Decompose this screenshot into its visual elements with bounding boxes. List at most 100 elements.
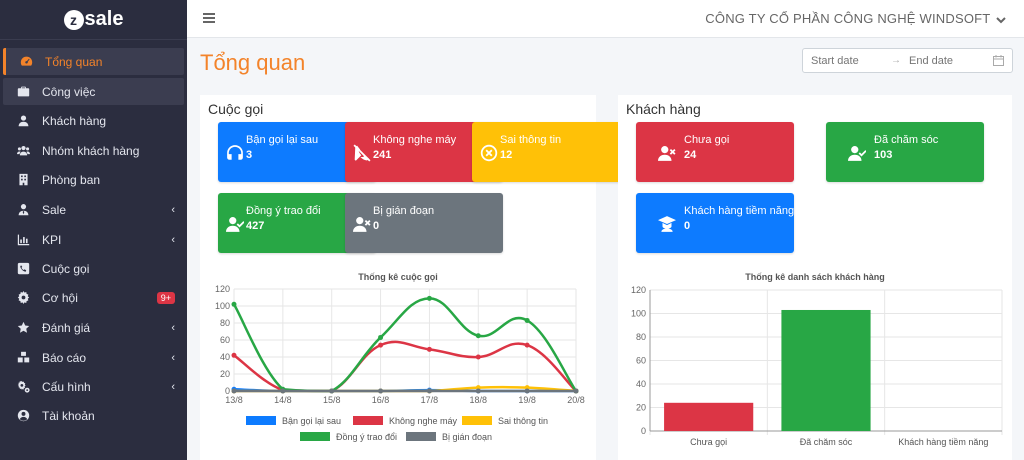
date-range-picker: → — [802, 48, 1013, 73]
chart-icon — [16, 233, 30, 247]
y-tick-label: 0 — [641, 426, 646, 436]
customers-panel: Khách hàng Chưa gọi 24 Đã chăm sóc 103 Khách… — [618, 95, 1012, 460]
phone-icon — [16, 262, 30, 276]
sidebar-item-3[interactable]: Nhóm khách hàng — [0, 137, 187, 164]
data-point[interactable] — [378, 334, 384, 340]
user-check-icon — [848, 144, 867, 162]
legend-label[interactable]: Đồng ý trao đổi — [336, 432, 397, 442]
legend-label[interactable]: Bận gọi lại sau — [282, 416, 341, 426]
sidebar-item-2[interactable]: Khách hàng — [0, 107, 187, 134]
data-point[interactable] — [426, 346, 432, 352]
sidebar-item-6[interactable]: KPI ‹ — [0, 226, 187, 253]
legend-label[interactable]: Bị gián đoạn — [442, 432, 492, 442]
legend-swatch[interactable] — [246, 416, 276, 425]
tile-label: Chưa gọi — [684, 134, 730, 146]
data-point[interactable] — [426, 388, 432, 394]
x-tick-label: Chưa gọi — [690, 437, 727, 447]
sidebar-item-8[interactable]: Cơ hội 9+ — [0, 284, 187, 311]
calls-chart-title: Thống kê cuộc gọi — [358, 272, 438, 282]
customers-panel-title: Khách hàng — [626, 101, 701, 117]
x-tick-label: 15/8 — [323, 395, 341, 405]
calls-line-chart: 0 20 40 60 80 100 120 13/8 14/8 15/8 16/8 17/8 18/8 1… — [215, 284, 585, 442]
tile-label: Đồng ý trao đổi — [246, 205, 321, 217]
sidebar-item-0[interactable]: Tổng quan — [3, 48, 184, 75]
notification-badge: 9+ — [156, 291, 175, 304]
bar[interactable] — [781, 309, 871, 431]
sidebar-item-label: Đánh giá — [42, 320, 91, 335]
legend-label[interactable]: Không nghe máy — [389, 416, 458, 426]
customers-tile-2[interactable]: Khách hàng tiềm năng 0 — [636, 193, 794, 253]
sidebar-item-12[interactable]: Tài khoản — [0, 402, 187, 429]
legend-swatch[interactable] — [353, 416, 383, 425]
data-point[interactable] — [280, 388, 286, 394]
data-point[interactable] — [329, 388, 335, 394]
tile-value: 241 — [373, 149, 392, 161]
date-range-arrow: → — [891, 55, 901, 66]
data-point[interactable] — [475, 354, 481, 360]
chevron-down-icon — [996, 16, 1006, 23]
chevron-left-icon: ‹ — [171, 351, 175, 364]
building-icon — [16, 173, 30, 187]
y-tick-label: 120 — [215, 284, 230, 294]
sidebar-item-label: Báo cáo — [42, 350, 87, 365]
data-point[interactable] — [475, 333, 481, 339]
user-icon — [16, 114, 30, 128]
tile-label: Không nghe máy — [373, 134, 457, 146]
data-point[interactable] — [524, 342, 530, 348]
y-tick-label: 60 — [636, 356, 646, 366]
data-point[interactable] — [426, 295, 432, 301]
start-date-input[interactable] — [811, 54, 891, 67]
data-point[interactable] — [475, 388, 481, 394]
calls-tile-2[interactable]: Sai thông tin 12 — [472, 122, 630, 182]
sidebar-item-1[interactable]: Công việc — [3, 78, 184, 105]
phone-slash-icon — [353, 144, 371, 162]
calls-panel: Cuộc gọi Bận gọi lại sau 3 Không nghe máy 2… — [200, 95, 630, 460]
calendar-icon[interactable] — [993, 55, 1004, 66]
data-point[interactable] — [231, 352, 237, 358]
chevron-left-icon: ‹ — [171, 321, 175, 334]
sidebar-item-4[interactable]: Phòng ban — [0, 166, 187, 193]
customers-tile-0[interactable]: Chưa gọi 24 — [636, 122, 794, 182]
calls-tile-4[interactable]: Bị gián đoạn 0 — [345, 193, 503, 253]
logo-mark: z — [63, 9, 84, 30]
data-point[interactable] — [573, 388, 579, 394]
data-point[interactable] — [378, 388, 384, 394]
sidebar-item-7[interactable]: Cuộc gọi — [0, 255, 187, 282]
y-tick-label: 80 — [220, 318, 230, 328]
data-point[interactable] — [231, 301, 237, 307]
data-point[interactable] — [524, 388, 530, 394]
end-date-input[interactable] — [909, 54, 989, 67]
user-check-icon — [226, 215, 245, 233]
dashboard-icon — [19, 55, 33, 69]
menu-toggle-icon[interactable] — [203, 13, 215, 25]
tile-label: Sai thông tin — [500, 134, 562, 146]
sidebar-item-label: Sale — [42, 202, 67, 217]
data-point[interactable] — [231, 388, 237, 394]
user-times-icon — [353, 215, 371, 233]
legend-swatch[interactable] — [406, 432, 436, 441]
sidebar-item-5[interactable]: Sale ‹ — [0, 196, 187, 223]
customers-tile-1[interactable]: Đã chăm sóc 103 — [826, 122, 984, 182]
customers-chart-title: Thống kê danh sách khách hàng — [745, 272, 885, 282]
sidebar-item-10[interactable]: Báo cáo ‹ — [0, 344, 187, 371]
data-point[interactable] — [378, 342, 384, 348]
tile-label: Đã chăm sóc — [874, 134, 939, 146]
app-logo[interactable]: z sale — [0, 0, 187, 40]
legend-swatch[interactable] — [300, 432, 330, 441]
y-tick-label: 100 — [631, 309, 646, 319]
users-icon — [16, 144, 30, 158]
tile-value: 3 — [246, 149, 253, 161]
legend-swatch[interactable] — [462, 416, 492, 425]
bar[interactable] — [664, 402, 754, 431]
sidebar-item-9[interactable]: Đánh giá ‹ — [0, 314, 187, 341]
page-title: Tổng quan — [200, 50, 306, 75]
account-icon — [16, 409, 30, 423]
y-tick-label: 40 — [220, 352, 230, 362]
y-tick-label: 40 — [636, 379, 646, 389]
company-menu[interactable]: CÔNG TY CỔ PHẦN CÔNG NGHỆ WINDSOFT — [705, 11, 1006, 26]
x-tick-label: 14/8 — [274, 395, 292, 405]
sidebar-item-11[interactable]: Cấu hình ‹ — [0, 373, 187, 400]
tile-value: 0 — [684, 220, 691, 232]
legend-label[interactable]: Sai thông tin — [498, 416, 548, 426]
data-point[interactable] — [524, 317, 530, 323]
